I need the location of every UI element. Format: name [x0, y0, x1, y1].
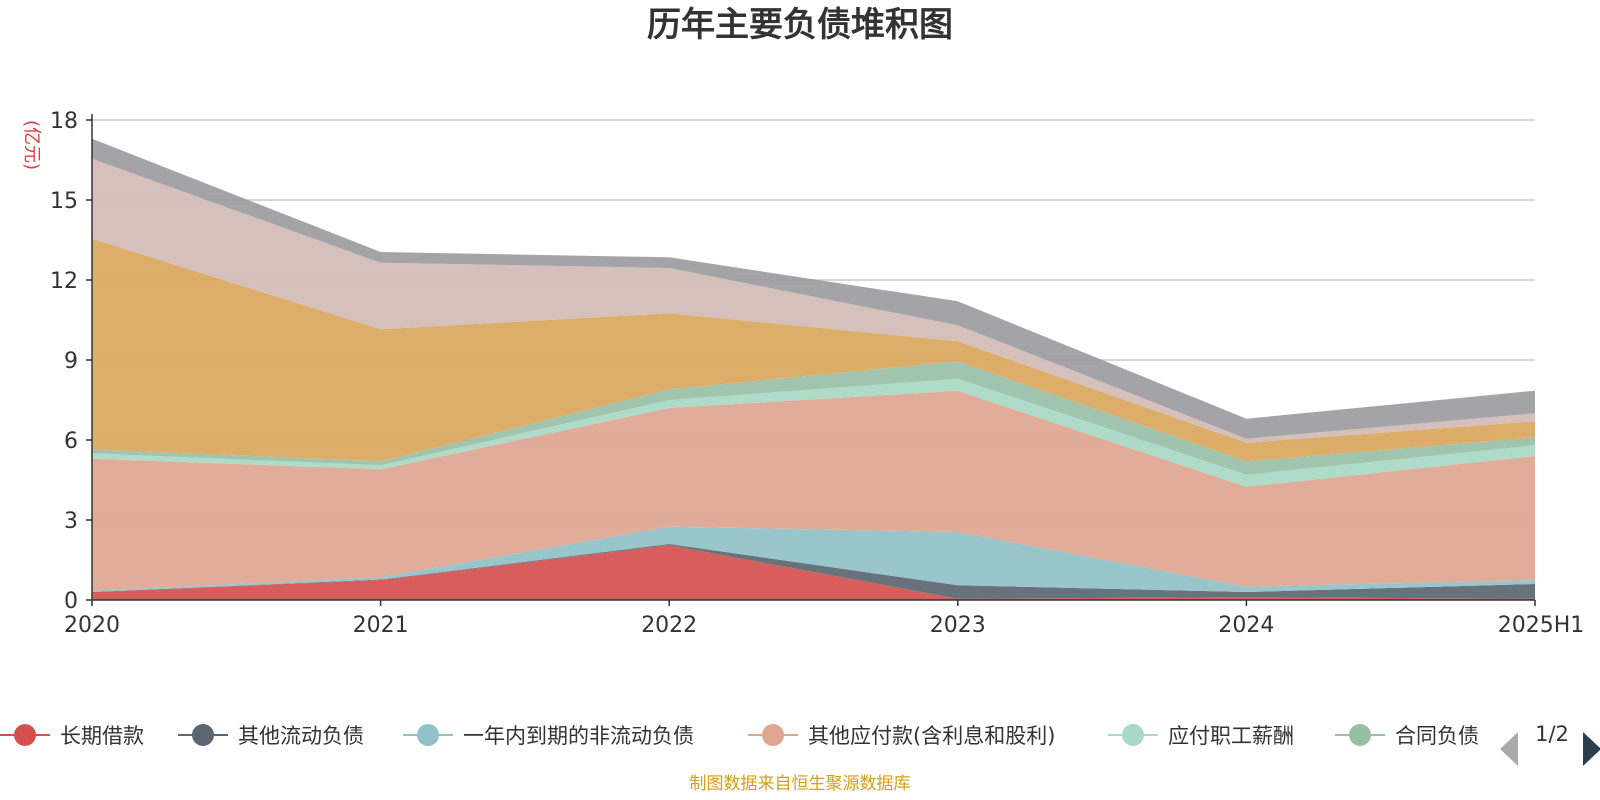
legend-label: 其他应付款(含利息和股利): [808, 724, 1055, 748]
y-tick-label: 18: [50, 109, 78, 134]
legend-item[interactable]: 应付职工薪酬: [1108, 724, 1294, 748]
legend-label: 其他流动负债: [238, 724, 364, 748]
y-tick-label: 9: [64, 349, 78, 374]
area-series-8: [92, 158, 1535, 443]
legend-label: 合同负债: [1395, 724, 1479, 748]
pager-text: 1/2: [1535, 722, 1569, 746]
legend-item[interactable]: 长期借款: [0, 724, 144, 748]
y-axis-unit-label: (亿元): [21, 120, 42, 170]
legend-label: 应付职工薪酬: [1168, 724, 1294, 748]
area-series-6: [92, 361, 1535, 475]
legend-pager: 1/2: [1500, 722, 1600, 766]
x-tick-label: 2025H1: [1498, 613, 1585, 638]
y-tick-label: 15: [50, 189, 78, 214]
data-source-footer: 制图数据来自恒生聚源数据库: [690, 774, 911, 794]
pager-next-icon[interactable]: [1583, 732, 1600, 766]
y-tick-label: 3: [64, 509, 78, 534]
area-series-1: [92, 545, 1535, 600]
x-tick-label: 2021: [353, 613, 409, 638]
legend-item[interactable]: 合同负债: [1335, 724, 1479, 748]
x-axis-ticks: 2020 2021 2022 2023 2024 2025H1: [64, 600, 1584, 638]
legend: 长期借款 其他流动负债 一年内到期的非流动负债 其他应付款(含利息和股利) 应付职工薪酬…: [0, 724, 1479, 748]
y-axis-ticks: 0 3 6 9 12 15 18: [50, 109, 92, 614]
legend-marker-icon: [417, 724, 439, 746]
legend-item[interactable]: 一年内到期的非流动负债: [403, 724, 694, 748]
stacked-areas: [92, 138, 1535, 600]
pager-prev-icon[interactable]: [1500, 732, 1518, 766]
area-series-4: [92, 390, 1535, 591]
legend-marker-icon: [14, 724, 36, 746]
area-series-5: [92, 378, 1535, 487]
legend-item[interactable]: 其他应付款(含利息和股利): [748, 724, 1055, 748]
chart-title: 历年主要负债堆积图: [647, 5, 953, 45]
y-tick-label: 12: [50, 269, 78, 294]
x-tick-label: 2023: [930, 613, 986, 638]
legend-marker-icon: [1349, 724, 1371, 746]
x-tick-label: 2024: [1218, 613, 1274, 638]
legend-item[interactable]: 其他流动负债: [178, 724, 364, 748]
area-series-3: [92, 526, 1535, 592]
area-series-2: [92, 544, 1535, 599]
y-tick-label: 6: [64, 429, 78, 454]
x-tick-label: 2020: [64, 613, 120, 638]
y-tick-label: 0: [64, 589, 78, 614]
axes: [91, 114, 1535, 601]
legend-marker-icon: [1122, 724, 1144, 746]
x-tick-label: 2022: [641, 613, 697, 638]
legend-marker-icon: [762, 724, 784, 746]
area-series-9: [92, 138, 1535, 439]
legend-label: 一年内到期的非流动负债: [463, 724, 694, 748]
area-series-7: [92, 238, 1535, 462]
legend-marker-icon: [192, 724, 214, 746]
legend-label: 长期借款: [60, 724, 144, 748]
